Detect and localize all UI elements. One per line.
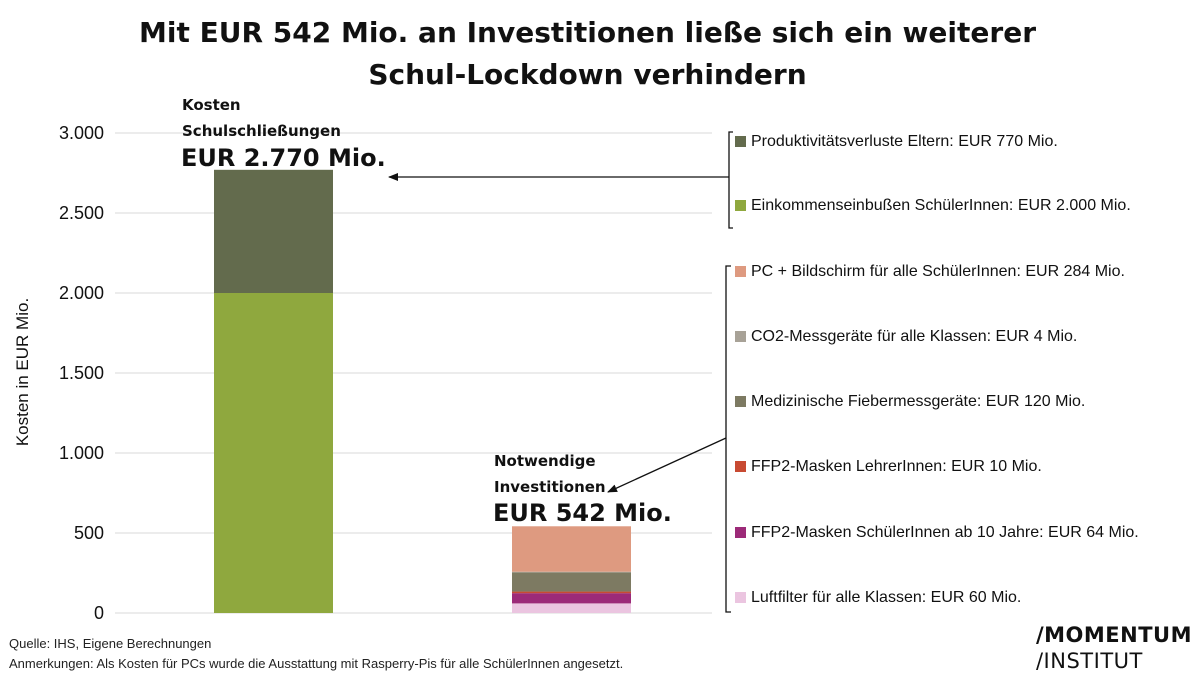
investments-annotation-total: EUR 542 Mio.	[493, 499, 672, 527]
y-tick-label: 1.500	[59, 363, 104, 383]
bar-segment-ffp2-masken-sch-lerinnen-ab-10-jahre	[512, 593, 631, 604]
investments-annotation-line1: Notwendige	[494, 452, 596, 470]
investments-annotation-line2: Investitionen	[494, 478, 606, 496]
logo-line1: /MOMENTUM	[1035, 623, 1192, 647]
legend-label: FFP2-Masken LehrerInnen: EUR 10 Mio.	[751, 458, 1042, 475]
y-tick-label: 2.500	[59, 203, 104, 223]
investments-arrow	[607, 437, 727, 493]
bar-segment-luftfilter-f-r-alle-klassen	[512, 603, 631, 613]
bars	[214, 169, 631, 613]
legend-swatch	[735, 136, 746, 147]
legend-swatch	[735, 396, 746, 407]
legend-swatch	[735, 527, 746, 538]
chart-title-line1: Mit EUR 542 Mio. an Investitionen ließe …	[139, 16, 1036, 49]
legend-label: Produktivitätsverluste Eltern: EUR 770 M…	[751, 133, 1058, 150]
legend: Produktivitätsverluste Eltern: EUR 770 M…	[735, 133, 1139, 606]
legend-label: CO2-Messgeräte für alle Klassen: EUR 4 M…	[751, 328, 1077, 345]
footer-source: Quelle: IHS, Eigene Berechnungen	[9, 636, 212, 651]
costs-annotation-total: EUR 2.770 Mio.	[181, 144, 386, 172]
legend-label: FFP2-Masken SchülerInnen ab 10 Jahre: EU…	[751, 524, 1139, 541]
legend-swatch	[735, 331, 746, 342]
legend-swatch	[735, 461, 746, 472]
y-tick-label: 2.000	[59, 283, 104, 303]
momentum-institut-logo: /MOMENTUM /INSTITUT	[1036, 622, 1192, 674]
legend-label: PC + Bildschirm für alle SchülerInnen: E…	[751, 263, 1125, 280]
bar-segment-ffp2-masken-lehrerinnen	[512, 591, 631, 594]
legend-label: Luftfilter für alle Klassen: EUR 60 Mio.	[751, 589, 1021, 606]
y-tick-label: 1.000	[59, 443, 104, 463]
footer-notes: Anmerkungen: Als Kosten für PCs wurde di…	[9, 656, 624, 671]
bar-segment-produktivit-tsverluste-eltern	[214, 169, 333, 293]
bar-segment-medizinische-fiebermessger-te	[512, 572, 631, 592]
legend-swatch	[735, 200, 746, 211]
y-tick-label: 3.000	[59, 123, 104, 143]
y-axis-ticks: 0 500 1.000 1.500 2.000 2.500 3.000	[59, 123, 104, 623]
costs-annotation-line1: Kosten	[182, 96, 241, 114]
legend-label: Einkommenseinbußen SchülerInnen: EUR 2.0…	[751, 197, 1131, 214]
costs-legend-bracket	[728, 131, 733, 229]
logo-line2: /INSTITUT	[1035, 649, 1143, 673]
bar-segment-co2-messger-te-f-r-alle-klassen	[512, 571, 631, 573]
bar-segment-pc-bildschirm-f-r-alle-sch-lerinnen	[512, 526, 631, 572]
y-tick-label: 0	[94, 603, 104, 623]
investments-legend-bracket	[725, 265, 731, 613]
legend-label: Medizinische Fiebermessgeräte: EUR 120 M…	[751, 393, 1085, 410]
bar-segment-einkommenseinbu-en-sch-lerinnen	[214, 293, 333, 613]
chart-title-line2: Schul-Lockdown verhindern	[368, 58, 807, 91]
chart-title: Mit EUR 542 Mio. an Investitionen ließe …	[0, 12, 1175, 96]
legend-swatch	[735, 266, 746, 277]
y-tick-label: 500	[74, 523, 104, 543]
y-axis-label: Kosten in EUR Mio.	[13, 298, 32, 446]
costs-annotation-line2: Schulschließungen	[182, 122, 341, 140]
legend-swatch	[735, 592, 746, 603]
